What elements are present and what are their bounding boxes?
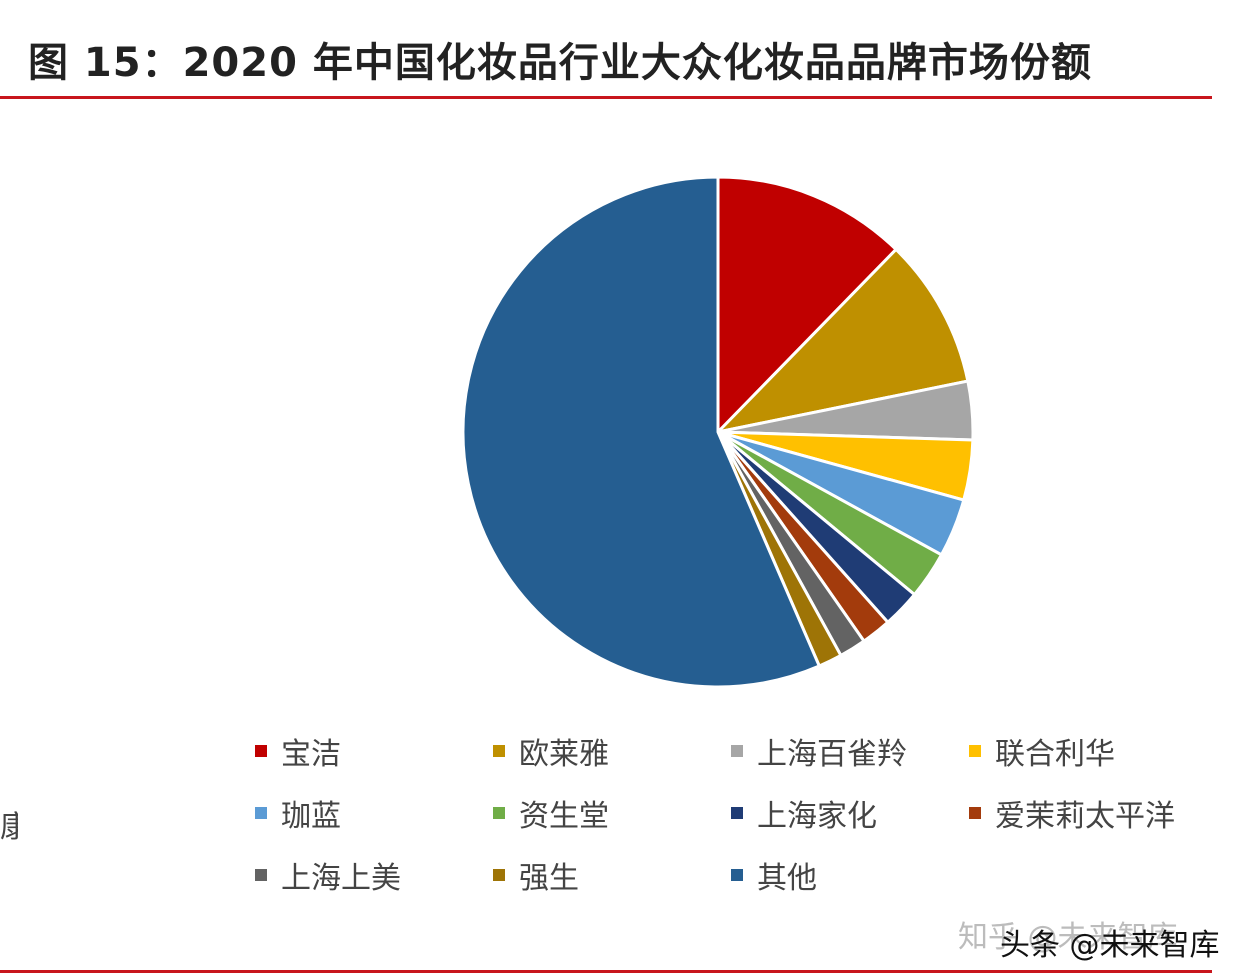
legend-item: 其他 — [731, 859, 969, 896]
legend-swatch — [731, 807, 743, 819]
legend-label: 上海上美 — [281, 861, 401, 896]
legend-item: 上海家化 — [731, 797, 969, 834]
legend-label: 资生堂 — [519, 799, 609, 834]
watermark: 知乎 @未来智库 — [958, 920, 1178, 955]
legend-swatch — [969, 807, 981, 819]
chart-title: 图 15：2020 年中国化妆品行业大众化妆品品牌市场份额 — [28, 40, 1092, 86]
legend-label: 其他 — [757, 861, 817, 896]
legend-item: 强生 — [493, 859, 731, 896]
legend-label: 上海百雀羚 — [757, 737, 907, 772]
legend-item: 上海上美 — [255, 859, 493, 896]
legend-item: 宝洁 — [255, 735, 493, 772]
pie-slice-1 — [716, 175, 898, 434]
legend-label: 联合利华 — [995, 737, 1115, 772]
legend-swatch — [255, 807, 267, 819]
legend-item: 欧莱雅 — [493, 735, 731, 772]
legend-swatch — [255, 745, 267, 757]
pie-chart — [461, 175, 975, 689]
legend-swatch — [731, 745, 743, 757]
legend-item: 上海百雀羚 — [731, 735, 969, 772]
clipped-legend-label: 康 — [0, 810, 18, 845]
legend-swatch — [255, 869, 267, 881]
legend-label: 强生 — [519, 861, 579, 896]
legend-item: 联合利华 — [969, 735, 1207, 772]
legend-label: 珈蓝 — [281, 799, 341, 834]
legend-swatch — [731, 869, 743, 881]
chart-legend: 宝洁 欧莱雅 上海百雀羚 联合利华珈蓝 资生堂 上海家化 爱茉莉太平洋上海上美 强生 其他 — [255, 735, 1207, 896]
legend-swatch — [969, 745, 981, 757]
legend-item: 爱茉莉太平洋 — [969, 797, 1207, 834]
pie-slice-11 — [461, 175, 821, 689]
legend-label: 上海家化 — [757, 799, 877, 834]
legend-swatch — [493, 807, 505, 819]
legend-item: 资生堂 — [493, 797, 731, 834]
title-divider — [0, 96, 1212, 99]
footer-divider — [0, 970, 1212, 973]
legend-label: 欧莱雅 — [519, 737, 609, 772]
legend-label: 宝洁 — [281, 737, 341, 772]
legend-label: 爱茉莉太平洋 — [995, 799, 1175, 834]
legend-item: 珈蓝 — [255, 797, 493, 834]
byline: 头条 @未来智库 — [1000, 928, 1220, 963]
legend-swatch — [493, 869, 505, 881]
legend-swatch — [493, 745, 505, 757]
pie-slice-2 — [716, 247, 970, 434]
